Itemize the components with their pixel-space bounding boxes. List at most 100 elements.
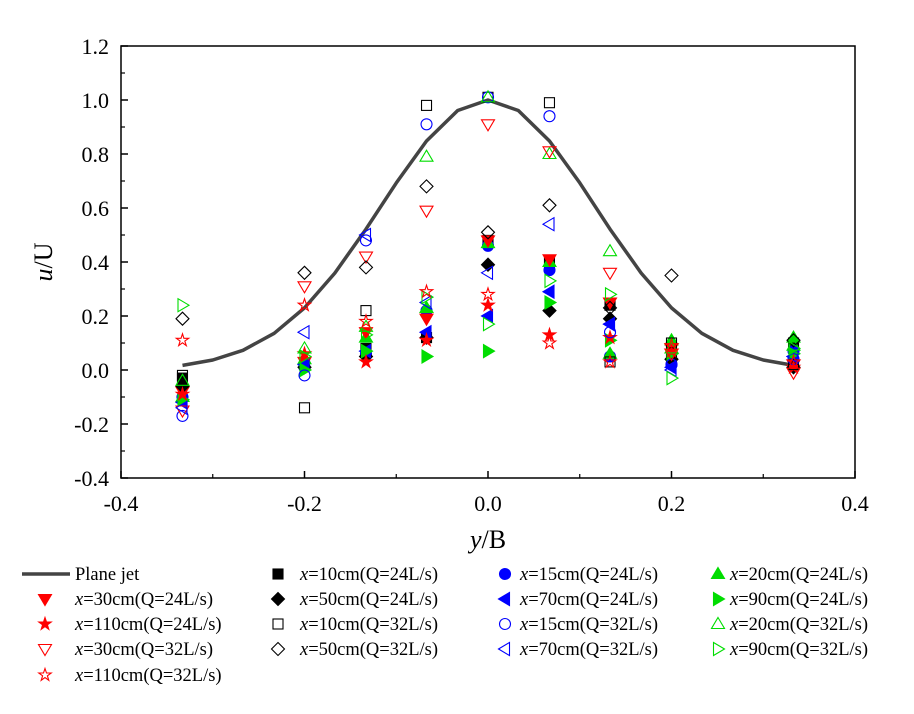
data-point-triangle-up-open [419, 149, 434, 162]
data-point-triangle-left-open [541, 216, 555, 232]
data-point-diamond-open [542, 198, 557, 213]
x-tick-label: 0.2 [658, 491, 686, 516]
legend-label: x=20cm(Q=24L/s) [729, 565, 868, 585]
data-point-star-filled [480, 296, 496, 312]
x-axis-var: y [467, 525, 482, 554]
y-tick-label: 0.0 [82, 358, 110, 383]
curve-layer [182, 98, 794, 368]
data-point-triangle-down-filled [480, 235, 496, 248]
data-point-star-filled [174, 386, 191, 402]
x-axis-rest: /B [481, 525, 506, 554]
data-point-triangle-up-open [480, 89, 496, 103]
legend-label-rest: =90cm(Q=32L/s) [738, 640, 868, 660]
data-point-star-open [663, 337, 680, 353]
legend-triangle-down-icon [37, 593, 53, 607]
y-axis-var: u [29, 269, 58, 282]
legend-triangle-up-icon [710, 616, 726, 630]
legend-label-var: x [729, 565, 739, 585]
legend-triangle-left-icon [497, 591, 511, 607]
legend-label: x=70cm(Q=32L/s) [519, 640, 658, 660]
legend-item: x=90cm(Q=24L/s) [712, 590, 868, 610]
legend-label: x=30cm(Q=32L/s) [74, 640, 213, 660]
data-point-triangle-up-open [175, 373, 190, 386]
legend-label: x=10cm(Q=24L/s) [299, 565, 438, 585]
data-point-triangle-down-open [602, 267, 618, 281]
legend-label: x=90cm(Q=32L/s) [729, 640, 868, 660]
data-point-triangle-left-open [602, 316, 616, 332]
legend-diamond-icon [270, 591, 286, 607]
legend-label-rest: =90cm(Q=24L/s) [738, 590, 868, 610]
y-axis-title: u/U [29, 242, 58, 281]
legend-item: x=10cm(Q=24L/s) [272, 565, 438, 585]
legend-label-rest: =10cm(Q=32L/s) [308, 615, 438, 635]
data-point-triangle-right-open [482, 316, 496, 332]
legend-item: Plane jet [22, 565, 140, 585]
legend-label-var: x [299, 615, 309, 635]
legend-label-var: x [74, 590, 84, 610]
data-point-square-open [787, 359, 800, 371]
legend-label-var: x [299, 565, 309, 585]
legend-label-var: x [519, 640, 529, 660]
legend-triangle-right-icon [712, 591, 726, 607]
data-point-triangle-up-filled [786, 330, 801, 343]
data-point-triangle-right-open [299, 349, 313, 364]
legend-label-rest: =20cm(Q=32L/s) [738, 615, 868, 635]
data-point-star-open [480, 286, 496, 302]
legend: Plane jet x=10cm(Q=24L/s) x=15cm(Q=24L/s) x… [22, 565, 868, 686]
data-point-triangle-down-filled [419, 313, 434, 327]
data-point-diamond-open [175, 311, 190, 326]
legend-label-rest: =110cm(Q=24L/s) [83, 615, 221, 635]
x-tick-label: 0.4 [841, 491, 869, 516]
data-point-triangle-down-open [480, 119, 496, 132]
data-point-triangle-right-filled [544, 295, 558, 310]
y-tick-label: 0.4 [82, 250, 110, 275]
data-point-triangle-up-filled [602, 346, 618, 359]
legend-label-var: x [519, 615, 529, 635]
x-tick-label: -0.2 [287, 491, 322, 516]
y-tick-label: 0.8 [82, 142, 110, 167]
legend-label-var: x [74, 666, 84, 686]
data-point-triangle-left-open [174, 400, 188, 416]
x-tick-label: -0.4 [104, 491, 139, 516]
axis-ticks: -0.4 -0.2 0.0 0.2 0.4 -0.4 -0.2 0.0 0.2 0.4 0.6 0.8… [74, 34, 869, 516]
data-point-square-open [543, 97, 556, 109]
legend-item: x=30cm(Q=32L/s) [37, 640, 213, 660]
legend-item: x=20cm(Q=24L/s) [710, 565, 868, 585]
legend-triangle-right-icon [712, 641, 726, 657]
data-point-diamond-open [480, 225, 496, 240]
legend-label: x=50cm(Q=32L/s) [299, 640, 438, 660]
data-point-triangle-right-open [788, 340, 802, 356]
legend-label-rest: =30cm(Q=32L/s) [83, 640, 213, 660]
data-point-triangle-right-filled [421, 349, 435, 364]
data-point-diamond-open [602, 300, 618, 316]
data-point-triangle-right-open [177, 297, 191, 313]
legend-label-var: x [729, 615, 739, 635]
data-point-triangle-right-open [666, 370, 680, 386]
data-point-triangle-left-open [358, 227, 372, 243]
data-point-triangle-left-open [296, 324, 310, 340]
data-point-diamond-filled [480, 257, 496, 272]
data-point-triangle-left-open [480, 265, 494, 281]
data-point-circle-open [665, 358, 678, 371]
data-point-triangle-left-open [418, 295, 432, 310]
legend-label: x=15cm(Q=24L/s) [519, 565, 658, 585]
legend-triangle-left-icon [497, 641, 511, 657]
legend-label: x=50cm(Q=24L/s) [299, 590, 438, 610]
data-point-triangle-down-open [664, 348, 679, 362]
data-point-triangle-right-open [604, 286, 618, 302]
data-point-diamond-open [786, 333, 801, 348]
y-tick-label: 0.2 [82, 304, 110, 329]
legend-label-var: x [74, 615, 84, 635]
legend-label: Plane jet [75, 565, 140, 585]
data-point-circle-open [420, 118, 433, 131]
data-point-circle-open [603, 326, 617, 339]
legend-item: x=20cm(Q=32L/s) [710, 615, 868, 635]
data-point-triangle-right-open [544, 273, 558, 289]
legend-label-rest: =50cm(Q=32L/s) [308, 640, 438, 660]
legend-item: x=50cm(Q=24L/s) [270, 590, 438, 610]
legend-label-rest: =10cm(Q=24L/s) [308, 565, 438, 585]
legend-label-rest: =20cm(Q=24L/s) [738, 565, 868, 585]
data-point-triangle-right-filled [482, 343, 496, 359]
legend-label-var: x [519, 590, 529, 610]
legend-label-rest: =70cm(Q=32L/s) [528, 640, 658, 660]
